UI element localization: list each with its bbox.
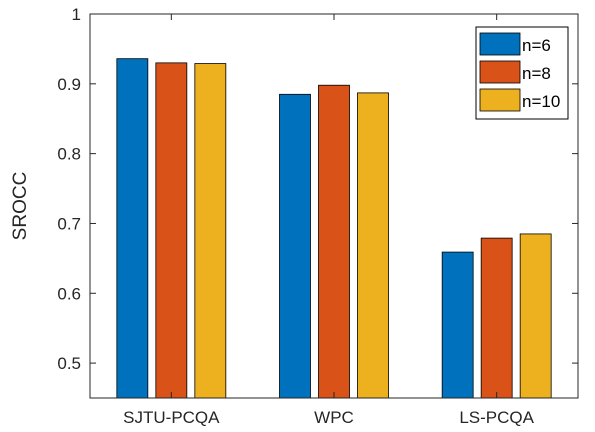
legend-swatch-n-6 (479, 32, 521, 56)
y-tick-label: 0.9 (57, 75, 81, 94)
legend: n=6 n=8 n=10 (475, 26, 569, 120)
bar-wpc-n-6 (279, 93, 311, 399)
bar-ls-pcqa-n-6 (441, 251, 474, 399)
legend-label-n-6: n=6 (522, 36, 551, 55)
x-tick-label-sjtu-pcqa: SJTU-PCQA (123, 408, 220, 427)
legend-swatch-n-10 (479, 88, 521, 112)
bar-sjtu-pcqa-n-6 (116, 58, 149, 399)
bar-wpc-n-8 (318, 84, 350, 399)
axes-group: 0.5 0.6 0.7 0.8 0.9 1 SJTU-PCQA WPC LS-PCQA (57, 5, 579, 427)
x-tick-label-wpc: WPC (314, 408, 354, 427)
bar-ls-pcqa-n-8 (480, 237, 513, 399)
bar-sjtu-pcqa-n-10 (194, 63, 227, 399)
y-tick-label: 0.7 (57, 214, 81, 233)
bars-group (116, 58, 552, 399)
x-tick-label-ls-pcqa: LS-PCQA (459, 408, 534, 427)
y-tick-label: 0.5 (57, 354, 81, 373)
bar-ls-pcqa-n-10 (519, 233, 552, 399)
y-axis-label: SROCC (10, 172, 31, 241)
legend-label-n-8: n=8 (522, 64, 551, 83)
legend-label-n-10: n=10 (522, 92, 560, 111)
legend-swatch-n-8 (479, 60, 521, 84)
bar-wpc-n-10 (357, 92, 389, 399)
y-tick-label: 1 (72, 5, 81, 24)
y-tick-label: 0.6 (57, 284, 81, 303)
y-tick-label: 0.8 (57, 145, 81, 164)
bar-sjtu-pcqa-n-8 (155, 62, 188, 399)
